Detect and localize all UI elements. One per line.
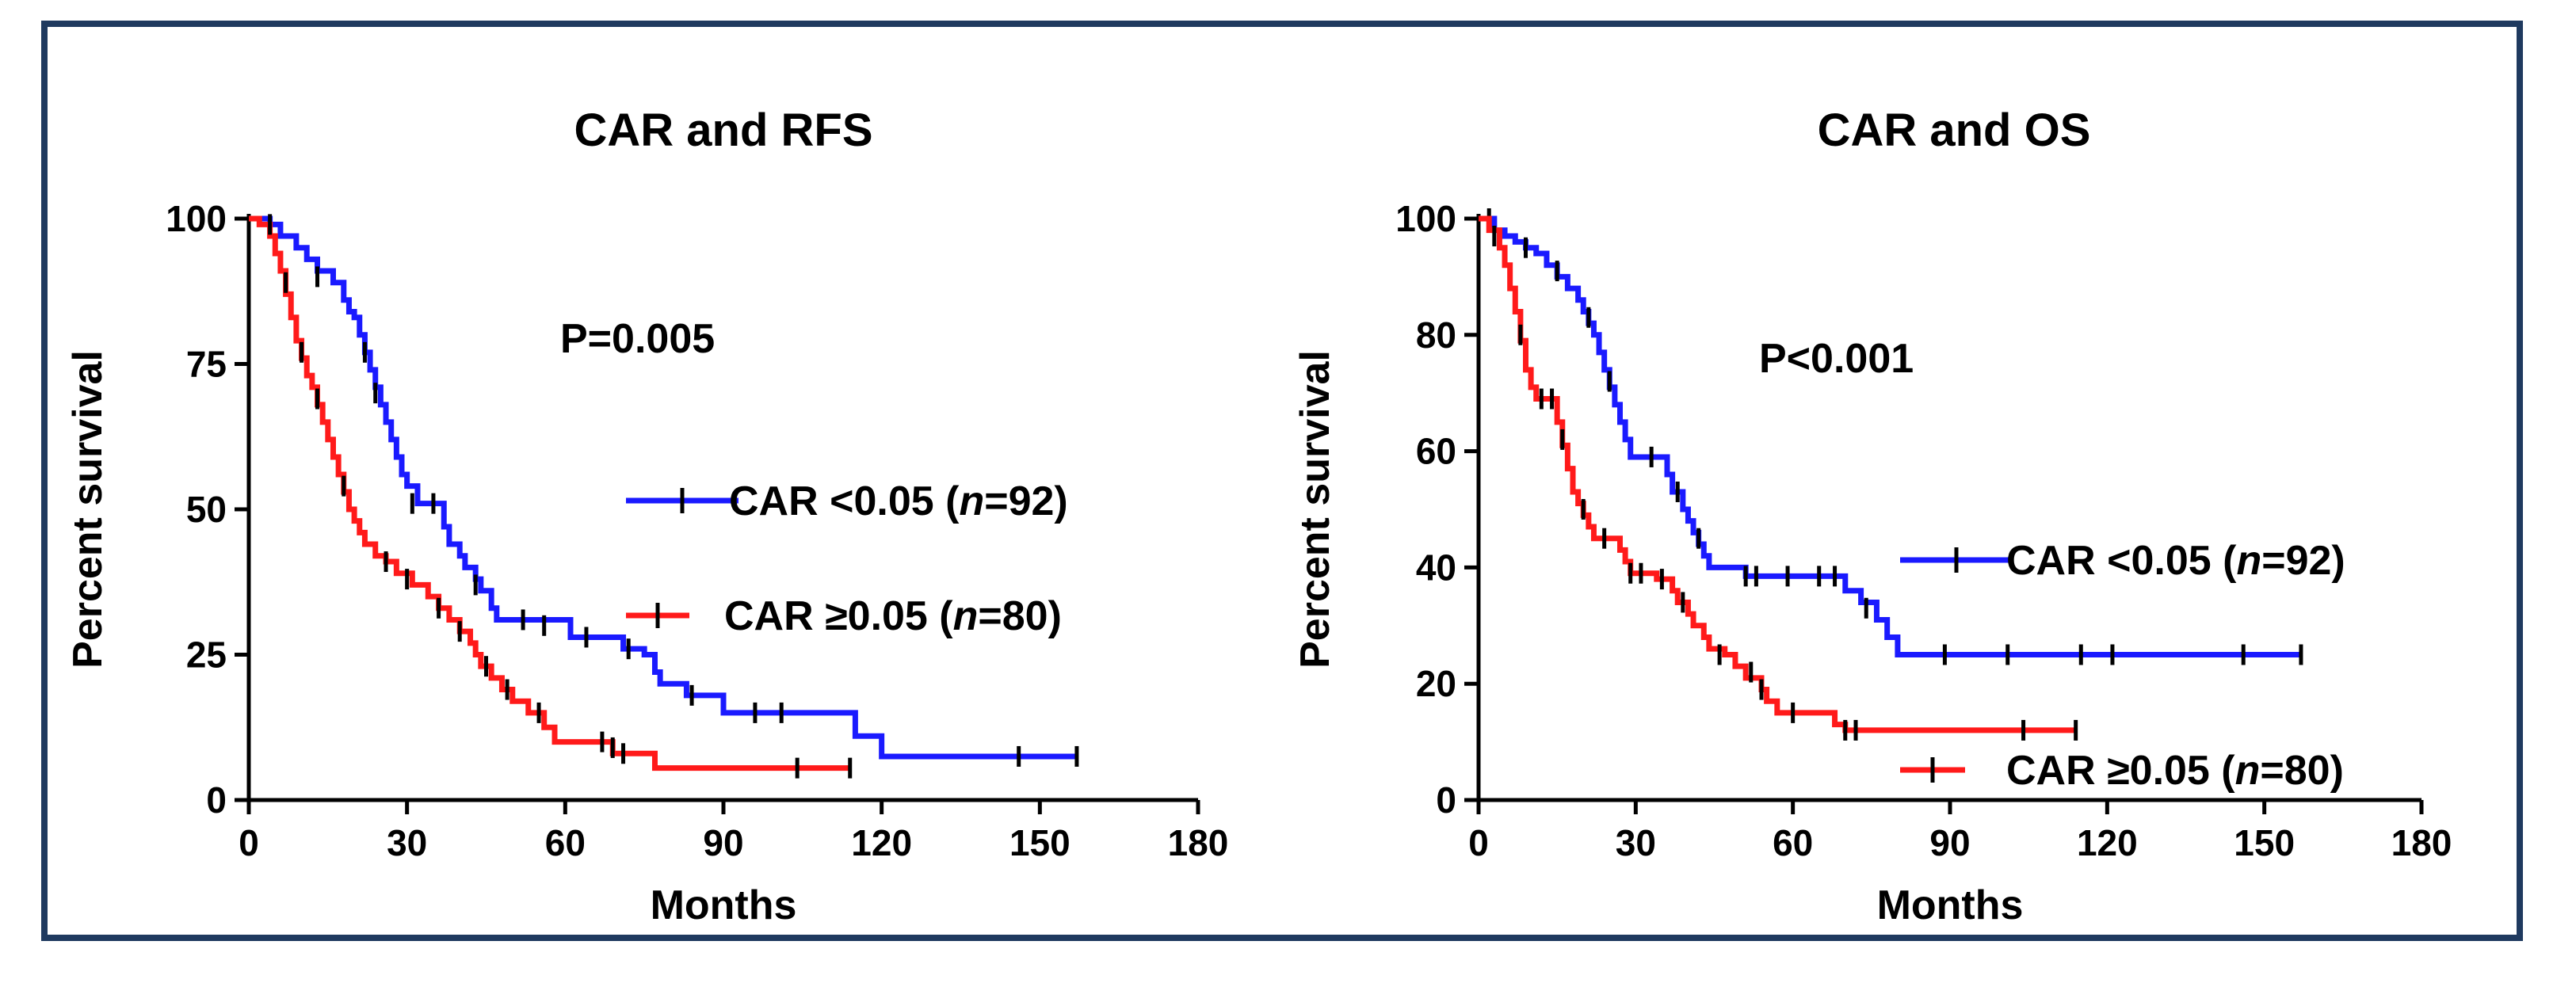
x-tick-label: 90 bbox=[1929, 822, 1970, 863]
y-tick-label: 100 bbox=[166, 198, 227, 239]
y-tick-label: 80 bbox=[1416, 314, 1456, 356]
y-tick-label: 60 bbox=[1416, 431, 1456, 472]
survival-curve-car-low bbox=[249, 215, 1077, 760]
x-tick-label: 180 bbox=[1168, 822, 1229, 863]
legend-label-prefix: CAR ≥0.05 ( bbox=[724, 593, 953, 639]
y-tick-label: 50 bbox=[186, 489, 227, 530]
y-axis-label: Percent survival bbox=[1292, 350, 1338, 669]
legend-label: CAR ≥0.05 (n=80) bbox=[724, 593, 1062, 639]
legend-label-suffix: =92) bbox=[2261, 538, 2345, 584]
legend-label-prefix: CAR <0.05 ( bbox=[2006, 538, 2237, 584]
x-tick-label: 0 bbox=[239, 822, 259, 863]
figure-frame bbox=[41, 21, 2523, 941]
legend-label-prefix: CAR ≥0.05 ( bbox=[2006, 748, 2235, 794]
legend-label: CAR <0.05 (n=92) bbox=[729, 478, 1068, 524]
legend-label-prefix: CAR <0.05 ( bbox=[729, 478, 960, 524]
y-tick-label: 20 bbox=[1416, 663, 1456, 704]
x-tick-label: 150 bbox=[2234, 822, 2295, 863]
y-tick-label: 100 bbox=[1395, 198, 1456, 239]
survival-curve-car-high bbox=[249, 215, 850, 772]
legend-label: CAR <0.05 (n=92) bbox=[2006, 538, 2345, 584]
p-value-label: P<0.001 bbox=[1759, 336, 1914, 382]
y-tick-label: 0 bbox=[1436, 779, 1456, 821]
x-tick-label: 150 bbox=[1009, 822, 1070, 863]
legend-label-suffix: =80) bbox=[978, 593, 1062, 639]
y-tick-label: 75 bbox=[186, 344, 227, 385]
x-tick-label: 180 bbox=[2391, 822, 2452, 863]
legend-label-n: n bbox=[2236, 538, 2261, 584]
legend-label-suffix: =92) bbox=[984, 478, 1068, 524]
x-tick-label: 30 bbox=[1616, 822, 1656, 863]
legend-label-n: n bbox=[953, 593, 979, 639]
p-value-label: P=0.005 bbox=[560, 316, 715, 362]
survival-curve-car-low bbox=[1479, 215, 2301, 657]
survival-curve-car-high bbox=[1479, 215, 2076, 733]
x-axis-label: Months bbox=[651, 882, 797, 928]
y-tick-label: 0 bbox=[206, 779, 227, 821]
x-axis-label: Months bbox=[1877, 882, 2024, 928]
y-axis-label: Percent survival bbox=[65, 350, 111, 669]
legend-label-suffix: =80) bbox=[2260, 748, 2344, 794]
chart-1: CAR and RFS P=0.005 0 30 60 90 120 150 180 0 25 50 7… bbox=[65, 105, 1228, 928]
y-tick-label: 40 bbox=[1416, 547, 1456, 588]
x-tick-label: 120 bbox=[2077, 822, 2138, 863]
x-tick-label: 30 bbox=[387, 822, 427, 863]
chart-title: CAR and OS bbox=[1818, 105, 2091, 156]
legend-label-n: n bbox=[2235, 748, 2261, 794]
legend-label-n: n bbox=[959, 478, 984, 524]
chart-2: CAR and OS P<0.001 0 30 60 90 120 150 180 0 20 40 60… bbox=[1292, 105, 2452, 928]
x-tick-label: 60 bbox=[1773, 822, 1813, 863]
legend-label: CAR ≥0.05 (n=80) bbox=[2006, 748, 2344, 794]
chart-title: CAR and RFS bbox=[574, 105, 873, 156]
x-tick-label: 120 bbox=[851, 822, 912, 863]
x-tick-label: 0 bbox=[1468, 822, 1489, 863]
x-tick-label: 60 bbox=[545, 822, 586, 863]
y-tick-label: 25 bbox=[186, 634, 227, 676]
x-tick-label: 90 bbox=[703, 822, 743, 863]
